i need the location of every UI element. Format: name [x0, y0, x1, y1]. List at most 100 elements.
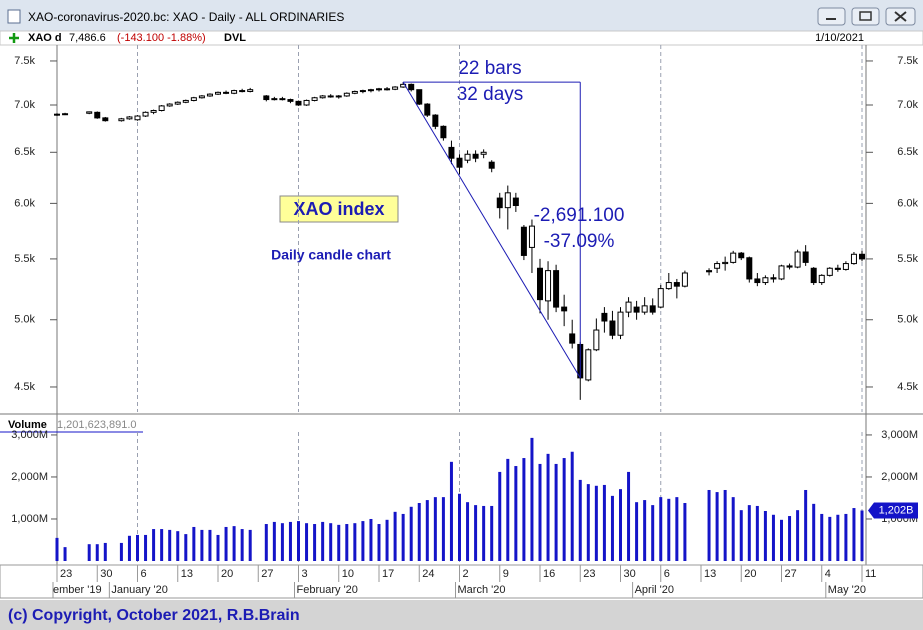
window-buttons[interactable] — [817, 7, 916, 26]
candle-body — [215, 91, 221, 95]
candle-body — [593, 329, 600, 351]
minimize-button[interactable] — [817, 7, 846, 26]
candle-body — [351, 90, 358, 94]
candle-body — [303, 99, 310, 106]
candle-body — [448, 146, 455, 159]
volume-bar — [514, 466, 518, 561]
volume-bar — [530, 437, 534, 561]
candle-body — [231, 90, 238, 94]
candle-body — [561, 306, 568, 312]
volume-bar — [844, 513, 848, 561]
x-tick-label: 30 — [100, 568, 112, 580]
candle-body — [512, 197, 519, 207]
volume-bar — [377, 524, 381, 561]
candle-body — [94, 111, 101, 119]
candle-body — [633, 306, 640, 313]
info-bar — [0, 30, 923, 46]
candle-body — [134, 115, 141, 121]
candle-body — [359, 90, 366, 93]
candle-body — [247, 89, 254, 92]
x-tick-label: 9 — [503, 568, 509, 580]
candle-body — [842, 263, 849, 270]
y2-tick-label: 4.5k — [897, 381, 918, 393]
volume-bar — [659, 497, 663, 561]
volume-bar — [313, 524, 317, 561]
change-pct-annotation: -37.09% — [544, 231, 615, 252]
volume-bar — [788, 516, 792, 561]
x-tick-label: 30 — [624, 568, 636, 580]
candle-body — [778, 265, 785, 280]
candle-body — [496, 197, 503, 209]
volume-bar — [361, 521, 365, 561]
candle-body — [432, 114, 439, 127]
candle-body — [617, 311, 624, 336]
volume-bar — [586, 484, 590, 561]
volume-bar — [635, 502, 639, 561]
y-tick-label: 5.0k — [14, 314, 35, 326]
close-glyph — [894, 11, 907, 22]
volume-tick-label: 1,000M — [11, 513, 48, 525]
month-label: May '20 — [828, 584, 866, 596]
candle-body — [826, 267, 833, 276]
volume-bar — [248, 529, 252, 561]
candle-body — [206, 93, 213, 97]
candle-body — [392, 86, 399, 90]
month-label: March '20 — [458, 584, 506, 596]
candle-body — [239, 90, 246, 93]
volume-bar — [466, 502, 470, 561]
indicator: DVL — [224, 32, 246, 44]
volume-bar — [804, 489, 808, 561]
volume-bar — [329, 523, 333, 561]
y2-tick-label: 5.5k — [897, 253, 918, 265]
volume-bar — [771, 514, 775, 561]
volume-bar — [449, 461, 453, 561]
volume-bar — [353, 523, 357, 561]
volume-bar — [739, 510, 743, 561]
title-bar — [0, 0, 923, 31]
volume-bar — [160, 529, 164, 561]
volume-tick-label-right: 2,000M — [881, 471, 918, 483]
x-tick-label: 6 — [141, 568, 147, 580]
candle-body — [601, 312, 608, 322]
volume-bar — [200, 529, 204, 561]
volume-bar — [731, 497, 735, 561]
x-tick-label: 13 — [181, 568, 193, 580]
candle-body — [182, 99, 189, 103]
volume-bar — [651, 505, 655, 561]
days-annotation: 32 days — [457, 84, 524, 105]
maximize-button[interactable] — [851, 7, 880, 26]
add-icon[interactable] — [9, 33, 19, 43]
index-label-box — [279, 195, 399, 223]
x-tick-label: 13 — [704, 568, 716, 580]
candle-body — [488, 161, 495, 169]
change-annotation: -2,691.100 — [534, 205, 625, 226]
index-label: XAO index — [293, 199, 384, 219]
last-value: 7,486.6 — [69, 32, 106, 44]
volume-bar — [562, 458, 566, 561]
volume-bar — [272, 521, 276, 561]
candle-body — [54, 113, 60, 116]
volume-label: Volume — [8, 419, 47, 431]
y-tick-label: 6.5k — [14, 146, 35, 158]
candle-body — [810, 267, 817, 284]
candle-body — [834, 267, 841, 270]
volume-bar — [506, 458, 510, 561]
candle-body — [319, 95, 326, 99]
x-tick-label: 3 — [302, 568, 308, 580]
volume-bar — [482, 505, 486, 561]
volume-bar — [594, 485, 598, 561]
y2-tick-label: 6.0k — [897, 197, 918, 209]
volume-bar — [192, 526, 196, 561]
volume-bar — [95, 544, 99, 561]
volume-tick-label: 2,000M — [11, 471, 48, 483]
y2-tick-label: 5.0k — [897, 314, 918, 326]
candle-body — [537, 267, 543, 301]
candle-body — [714, 263, 721, 269]
candle-body — [408, 83, 415, 91]
candle-body — [367, 89, 374, 92]
y-tick-label: 4.5k — [14, 381, 35, 393]
candle-body — [335, 95, 342, 98]
candle-body — [673, 282, 680, 287]
candle-body — [223, 91, 230, 94]
change: (-143.100 -1.88%) — [117, 32, 206, 44]
